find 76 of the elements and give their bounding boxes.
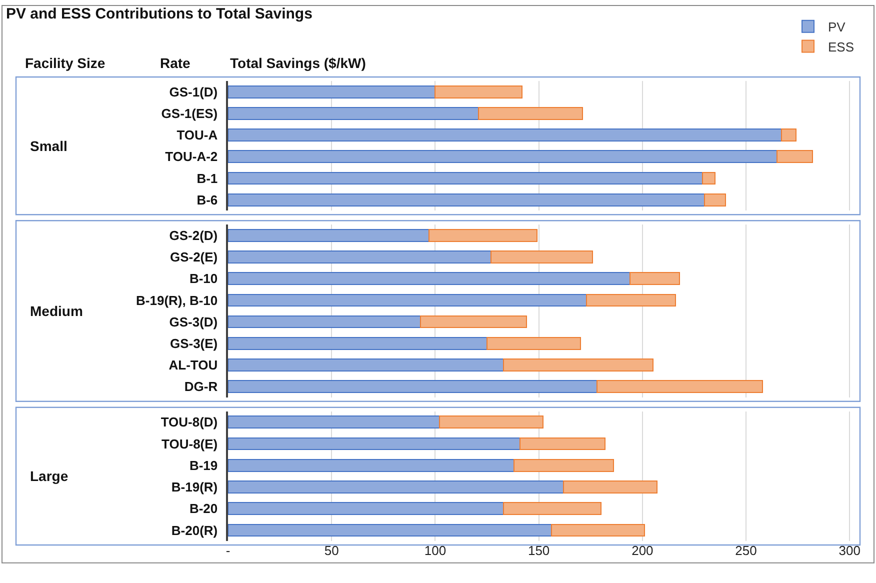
y-tick-label: AL-TOU xyxy=(168,358,218,373)
text: Rate xyxy=(160,55,191,71)
y-tick-label: B-19 xyxy=(189,458,218,473)
bar xyxy=(228,106,480,120)
bar xyxy=(228,294,587,307)
bar xyxy=(513,458,614,472)
bar xyxy=(550,524,645,537)
y-tick-label: B-20(R) xyxy=(171,522,218,538)
bar xyxy=(776,150,813,164)
y-axis-title: Small xyxy=(30,138,68,154)
bar xyxy=(228,85,436,98)
bar xyxy=(520,437,606,450)
y-tick-label: TOU-A-2 xyxy=(165,149,218,164)
bar xyxy=(629,272,680,286)
bar xyxy=(228,437,521,450)
text: Facility Size xyxy=(25,55,106,71)
x-tick-label: 150 xyxy=(528,543,550,558)
y-tick-label: GS-2(E) xyxy=(170,250,218,265)
bar xyxy=(228,150,778,164)
chart-title: PV and ESS Contributions to Total Savings xyxy=(6,6,312,22)
bar xyxy=(702,172,716,185)
y-tick-label: B-10 xyxy=(189,271,218,286)
y-tick-label: GS-3(D) xyxy=(169,314,218,330)
legend-label: ESS xyxy=(828,39,854,54)
bar xyxy=(478,106,583,120)
y-tick-label: DG-R xyxy=(184,379,218,394)
y-axis-title: Large xyxy=(30,468,68,484)
bar xyxy=(228,128,782,142)
x-tick-label: 250 xyxy=(735,543,757,558)
y-tick-label: B-19(R), B-10 xyxy=(136,292,218,308)
bar xyxy=(228,272,630,286)
bar xyxy=(503,358,654,372)
bar xyxy=(428,228,538,242)
bar xyxy=(228,480,564,494)
x-tick-label: - xyxy=(226,543,230,558)
bar xyxy=(228,193,706,206)
bar xyxy=(228,315,422,328)
bar xyxy=(596,380,764,394)
bar xyxy=(434,85,523,98)
bar xyxy=(563,480,658,494)
legend-label: PV xyxy=(828,19,846,34)
y-tick-label: GS-3(E) xyxy=(170,336,218,351)
y-tick-label: B-19(R) xyxy=(171,480,218,495)
bar xyxy=(228,172,704,185)
x-tick-label: 300 xyxy=(838,543,860,558)
x-tick-label: 50 xyxy=(324,543,339,558)
x-axis-title: Total Savings ($/kW) xyxy=(230,55,366,71)
y-tick-label: B-6 xyxy=(196,192,218,208)
bar xyxy=(228,228,430,242)
y-tick-label: TOU-8(E) xyxy=(162,436,218,452)
y-tick-label: GS-1(D) xyxy=(169,84,218,100)
y-tick-label: TOU-A xyxy=(176,128,218,143)
bar xyxy=(228,502,504,516)
y-tick-label: GS-1(ES) xyxy=(161,106,218,121)
bar xyxy=(228,524,552,537)
bar xyxy=(420,315,527,328)
bar xyxy=(503,502,602,516)
y-axis-title: Medium xyxy=(30,303,83,319)
bar xyxy=(704,193,726,206)
bar xyxy=(780,128,796,142)
bar xyxy=(586,294,676,307)
x-tick-label: 100 xyxy=(424,543,446,558)
bar xyxy=(228,416,440,429)
y-tick-label: TOU-8(D) xyxy=(160,414,218,430)
y-tick-label: GS-2(D) xyxy=(169,228,218,243)
bar xyxy=(228,250,492,264)
bar xyxy=(228,380,598,394)
bar xyxy=(228,336,488,350)
bar xyxy=(438,416,544,429)
x-tick-label: 200 xyxy=(632,543,654,558)
bar xyxy=(486,336,581,350)
bar xyxy=(228,458,514,472)
y-tick-label: B-20 xyxy=(189,501,218,516)
bar xyxy=(490,250,594,264)
y-tick-label: B-1 xyxy=(196,170,218,186)
bar xyxy=(228,358,504,372)
